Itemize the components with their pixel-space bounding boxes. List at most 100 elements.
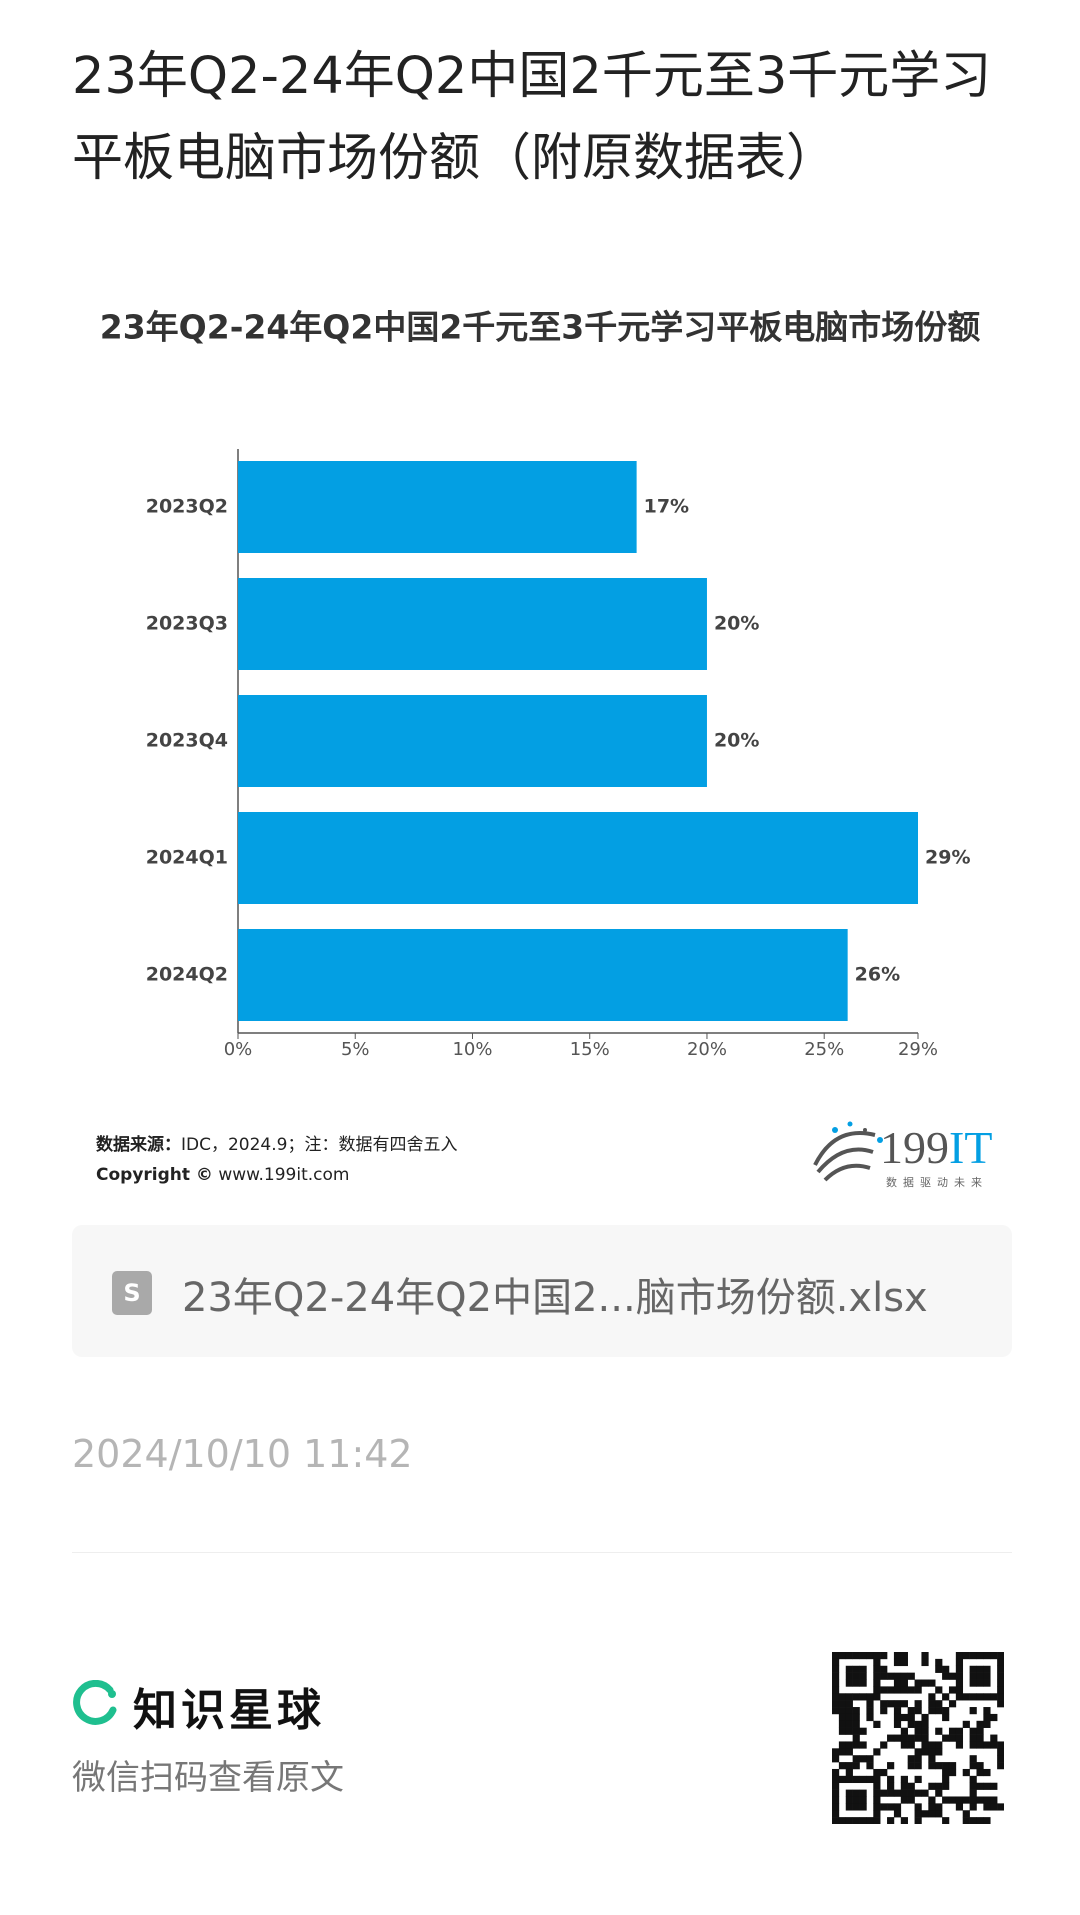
x-tick-label: 15% bbox=[570, 1039, 610, 1060]
qr-cell bbox=[914, 1803, 922, 1811]
x-tick-label: 0% bbox=[224, 1039, 253, 1060]
qr-cell bbox=[928, 1700, 936, 1708]
qr-cell bbox=[955, 1652, 964, 1660]
qr-cell bbox=[866, 1700, 874, 1708]
qr-cell bbox=[880, 1686, 888, 1694]
qr-cell bbox=[914, 1755, 922, 1763]
qr-cell bbox=[832, 1817, 840, 1824]
qr-cell bbox=[852, 1789, 860, 1797]
qr-cell bbox=[852, 1775, 860, 1784]
qr-cell bbox=[880, 1741, 888, 1749]
qr-cell bbox=[838, 1762, 847, 1770]
qr-cell bbox=[873, 1679, 881, 1687]
qr-cell bbox=[983, 1707, 991, 1715]
qr-cell bbox=[969, 1693, 977, 1701]
qr-cell bbox=[838, 1707, 847, 1715]
bar bbox=[238, 578, 707, 670]
logo-swirl bbox=[813, 1131, 876, 1182]
qr-cell bbox=[838, 1700, 847, 1708]
qr-cell bbox=[859, 1796, 867, 1804]
page-title: 23年Q2-24年Q2中国2千元至3千元学习平板电脑市场份额（附原数据表） bbox=[72, 47, 992, 188]
qr-cell bbox=[832, 1803, 840, 1811]
qr-cell bbox=[893, 1672, 902, 1680]
qr-cell bbox=[845, 1775, 853, 1784]
value-label: 20% bbox=[714, 613, 759, 635]
qr-cell bbox=[845, 1693, 853, 1701]
qr-cell bbox=[900, 1789, 908, 1797]
file-icon: S bbox=[112, 1271, 152, 1315]
qr-code[interactable] bbox=[832, 1652, 1004, 1824]
qr-cell bbox=[969, 1741, 977, 1749]
qr-cell bbox=[887, 1762, 895, 1770]
qr-cell bbox=[866, 1762, 874, 1770]
qr-cell bbox=[900, 1817, 908, 1824]
qr-cell bbox=[873, 1775, 881, 1784]
bar bbox=[238, 695, 707, 787]
qr-cell bbox=[900, 1658, 908, 1667]
copyright-label: Copyright © bbox=[96, 1165, 213, 1185]
qr-cell bbox=[838, 1713, 847, 1722]
qr-cell bbox=[914, 1775, 922, 1784]
qr-cell bbox=[859, 1803, 867, 1811]
qr-cell bbox=[948, 1727, 957, 1735]
qr-cell bbox=[997, 1741, 1004, 1749]
logo-dot bbox=[847, 1121, 853, 1127]
y-tick-label: 2024Q2 bbox=[146, 964, 228, 986]
qr-cell bbox=[832, 1672, 840, 1680]
qr-cell bbox=[845, 1665, 853, 1673]
qr-cell bbox=[983, 1796, 991, 1804]
qr-cell bbox=[935, 1665, 943, 1673]
qr-cell bbox=[845, 1720, 853, 1728]
qr-cell bbox=[983, 1652, 991, 1660]
qr-cell bbox=[893, 1803, 902, 1811]
qr-cell bbox=[845, 1789, 853, 1797]
qr-cell bbox=[921, 1658, 929, 1667]
qr-cell bbox=[942, 1768, 950, 1777]
qr-cell bbox=[955, 1658, 964, 1667]
qr-cell bbox=[866, 1755, 874, 1763]
qr-cell bbox=[845, 1741, 853, 1749]
logo-dot bbox=[877, 1137, 883, 1143]
qr-cell bbox=[852, 1672, 860, 1680]
qr-cell bbox=[935, 1686, 943, 1694]
qr-cell bbox=[880, 1652, 888, 1660]
qr-cell bbox=[832, 1700, 840, 1708]
qr-cell bbox=[900, 1679, 908, 1687]
qr-cell bbox=[921, 1679, 929, 1687]
qr-cell bbox=[969, 1679, 977, 1687]
qr-cell bbox=[887, 1686, 895, 1694]
qr-cell bbox=[873, 1658, 881, 1667]
qr-cell bbox=[914, 1720, 922, 1728]
qr-cell bbox=[832, 1658, 840, 1667]
copyright-url: www.199it.com bbox=[218, 1165, 350, 1185]
qr-cell bbox=[880, 1665, 888, 1673]
qr-cell bbox=[969, 1734, 977, 1742]
qr-cell bbox=[838, 1693, 847, 1701]
qr-cell bbox=[900, 1741, 908, 1749]
qr-cell bbox=[928, 1679, 936, 1687]
qr-cell bbox=[832, 1775, 840, 1784]
qr-cell bbox=[942, 1762, 950, 1770]
qr-cell bbox=[873, 1768, 881, 1777]
logo-text: 199IT bbox=[880, 1122, 992, 1173]
qr-cell bbox=[928, 1707, 936, 1715]
qr-cell bbox=[845, 1803, 853, 1811]
file-card[interactable]: S 23年Q2-24年Q2中国2...脑市场份额.xlsx bbox=[72, 1225, 1012, 1357]
qr-cell bbox=[948, 1762, 957, 1770]
qr-cell bbox=[893, 1810, 902, 1818]
qr-cell bbox=[832, 1810, 840, 1818]
qr-cell bbox=[845, 1817, 853, 1824]
qr-cell bbox=[873, 1686, 881, 1694]
source-line: 数据来源：IDC，2024.9；注：数据有四舍五入 bbox=[96, 1130, 457, 1160]
qr-cell bbox=[976, 1672, 984, 1680]
qr-cell bbox=[990, 1734, 998, 1742]
date: 2024/10/10 11:42 bbox=[72, 1432, 413, 1476]
bar bbox=[238, 812, 918, 904]
qr-cell bbox=[955, 1741, 964, 1749]
qr-cell bbox=[893, 1686, 902, 1694]
logo-number: 199 bbox=[880, 1122, 949, 1173]
qr-cell bbox=[997, 1672, 1004, 1680]
qr-cell bbox=[880, 1672, 888, 1680]
qr-cell bbox=[887, 1817, 895, 1824]
qr-cell bbox=[990, 1803, 998, 1811]
